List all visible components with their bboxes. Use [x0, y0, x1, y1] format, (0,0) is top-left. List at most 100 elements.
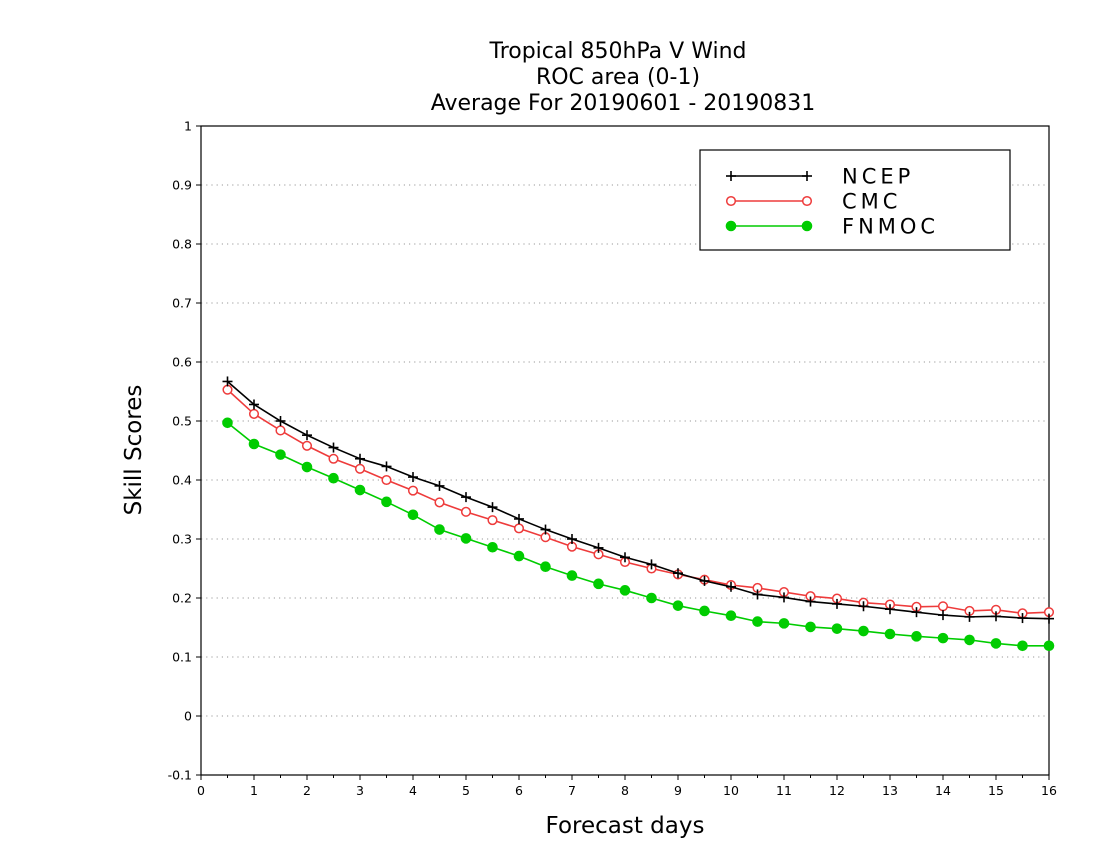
data-point-fnmoc: [540, 561, 551, 573]
legend-marker: [726, 171, 736, 181]
legend-marker: [801, 220, 813, 232]
data-point-fnmoc: [301, 461, 313, 473]
data-point-ncep: [249, 399, 259, 410]
series-line-cmc: [226, 389, 1050, 615]
data-point-ncep: [911, 607, 922, 618]
x-tick-label: 3: [356, 783, 364, 798]
data-point-fnmoc: [831, 623, 843, 634]
data-point-fnmoc: [1043, 640, 1055, 652]
data-point-ncep: [938, 610, 948, 621]
data-point-fnmoc: [646, 592, 657, 604]
legend-entry-fnmoc: FNMOC: [725, 215, 939, 239]
chart-title-line-1: Tropical 850hPa V Wind: [488, 39, 746, 64]
series-line-fnmoc: [226, 422, 1049, 647]
data-point-ncep: [752, 589, 763, 600]
data-point-ncep: [302, 430, 312, 441]
data-point-fnmoc: [884, 628, 896, 640]
data-point-ncep: [1044, 613, 1054, 624]
axes: -0.100.10.20.30.40.50.60.70.80.910 1 2 3 4 5 6…: [168, 119, 1057, 799]
data-point-cmc: [222, 384, 233, 395]
data-point-ncep: [514, 513, 524, 524]
data-point-cmc: [513, 523, 525, 534]
data-point-fnmoc: [1017, 640, 1028, 652]
data-point-ncep: [540, 524, 551, 535]
legend-entry-cmc: CMC: [725, 190, 901, 214]
x-tick-label: 13: [882, 783, 898, 798]
data-point-ncep: [567, 534, 577, 544]
data-point-ncep: [726, 581, 736, 592]
y-axis-label: Skill Scores: [121, 385, 147, 516]
x-tick-label: 0: [197, 783, 205, 798]
data-point-ncep: [885, 604, 895, 615]
legend-marker: [725, 195, 737, 207]
legend-box: [699, 149, 1011, 251]
x-axis-label: Forecast days: [546, 813, 705, 839]
data-point-cmc: [487, 515, 498, 526]
x-tick-label: 6: [515, 783, 523, 798]
x-tick-label: 12: [829, 783, 845, 798]
x-tick-label: 8: [621, 783, 629, 798]
data-point-fnmoc: [328, 472, 339, 484]
chart-title-line-2: ROC area (0-1): [536, 65, 700, 90]
y-tick-label: 1: [184, 119, 192, 134]
x-tick-label: 4: [409, 783, 417, 798]
data-point-cmc: [937, 601, 949, 612]
data-point-fnmoc: [699, 605, 710, 617]
y-tick-label: 0.9: [172, 178, 192, 193]
data-point-fnmoc: [752, 616, 763, 627]
x-tick-label: 16: [1041, 783, 1057, 798]
data-point-fnmoc: [248, 438, 260, 450]
data-point-cmc: [381, 474, 392, 486]
data-point-fnmoc: [354, 484, 366, 496]
legend-label-cmc: CMC: [842, 190, 901, 214]
y-tick-label: -0.1: [168, 768, 192, 783]
x-tick-label: 7: [568, 783, 576, 798]
data-point-ncep: [832, 598, 842, 609]
x-tick-label: 14: [935, 783, 951, 798]
data-point-ncep: [275, 416, 286, 426]
series-line-ncep: [226, 380, 1050, 620]
data-point-fnmoc: [487, 541, 498, 553]
data-point-ncep: [461, 492, 471, 503]
data-point-ncep: [487, 502, 498, 513]
data-point-fnmoc: [434, 524, 445, 535]
data-point-ncep: [991, 611, 1001, 622]
data-point-fnmoc: [964, 634, 975, 646]
y-tick-label: 0.3: [172, 532, 192, 547]
data-point-fnmoc: [593, 578, 604, 590]
legend-label-fnmoc: FNMOC: [842, 215, 939, 239]
legend-marker: [801, 195, 813, 207]
data-point-ncep: [222, 376, 233, 387]
chart-title: Tropical 850hPa V Wind ROC area (0-1) Av…: [431, 39, 816, 116]
x-tick-label: 2: [303, 783, 311, 798]
gridlines: [201, 184, 1049, 717]
data-point-fnmoc: [990, 638, 1002, 649]
data-point-cmc: [434, 497, 445, 508]
data-point-ncep: [381, 461, 392, 472]
x-tick-label: 9: [674, 783, 682, 798]
y-tick-label: 0.6: [172, 355, 192, 370]
series-fnmoc: [222, 417, 1055, 652]
y-tick-label: 0.2: [172, 591, 192, 606]
data-point-ncep: [434, 480, 445, 491]
data-point-fnmoc: [222, 417, 233, 429]
data-point-ncep: [858, 601, 869, 612]
data-point-ncep: [328, 442, 339, 453]
legend-label-ncep: NCEP: [842, 165, 914, 189]
y-tick-label: 0: [184, 709, 192, 724]
series-ncep: [222, 376, 1054, 624]
data-point-ncep: [779, 592, 789, 603]
data-point-fnmoc: [566, 570, 578, 581]
x-tick-label: 15: [988, 783, 1004, 798]
data-point-fnmoc: [858, 625, 869, 637]
data-point-fnmoc: [407, 509, 419, 521]
data-point-cmc: [275, 425, 286, 436]
y-tick-label: 0.5: [172, 414, 192, 429]
series-cmc: [222, 384, 1055, 619]
data-point-fnmoc: [725, 610, 737, 622]
data-point-fnmoc: [805, 621, 816, 633]
legend-marker: [802, 171, 812, 181]
data-point-cmc: [407, 485, 419, 496]
y-tick-label: 0.7: [172, 296, 192, 311]
